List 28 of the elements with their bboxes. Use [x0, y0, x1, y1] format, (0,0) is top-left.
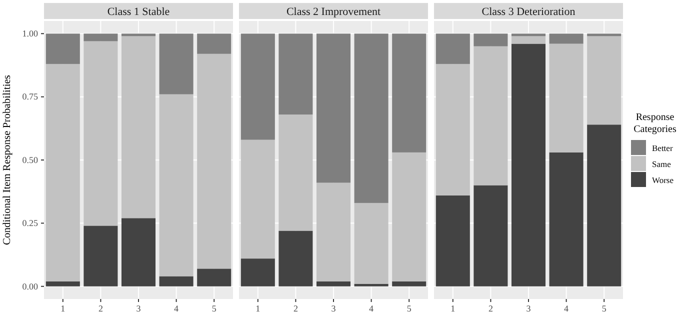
- y-axis-title: Conditional Item Response Probabilities: [2, 74, 13, 246]
- x-tick-label: 3: [331, 303, 336, 314]
- x-tick-label: 4: [174, 303, 180, 314]
- y-tick-label: 0.50: [22, 154, 38, 165]
- x-tick-label: 1: [60, 303, 66, 314]
- x-tick-label: 3: [526, 303, 532, 314]
- legend-label: Same: [652, 159, 672, 169]
- legend-title: Response Categories: [634, 112, 676, 135]
- x-tick-label: 1: [256, 303, 260, 314]
- y-tick-label: 0.25: [22, 218, 38, 228]
- x-tick-label: 5: [212, 303, 217, 314]
- x-tick-label: 2: [293, 303, 298, 314]
- y-tick-label: 0.75: [22, 92, 38, 102]
- legend-label: Better: [652, 143, 673, 153]
- x-tick-label: 4: [369, 303, 374, 314]
- x-tick-label: 5: [602, 303, 607, 314]
- y-tick-label: 0.00: [22, 281, 38, 292]
- x-tick-label: 3: [136, 303, 142, 314]
- legend-label: Worse: [652, 175, 674, 185]
- chart-title: Class 2 Improvement: [286, 6, 381, 18]
- x-tick-label: 2: [488, 303, 493, 314]
- x-tick-label: 1: [450, 303, 456, 314]
- chart-title: Class 1 Stable: [107, 6, 170, 18]
- y-tick-label: 1.00: [22, 28, 38, 39]
- x-tick-label: 4: [564, 303, 570, 314]
- chart-title: Class 3 Deterioration: [482, 6, 576, 18]
- x-tick-label: 5: [406, 303, 412, 314]
- x-tick-label: 2: [98, 303, 103, 314]
